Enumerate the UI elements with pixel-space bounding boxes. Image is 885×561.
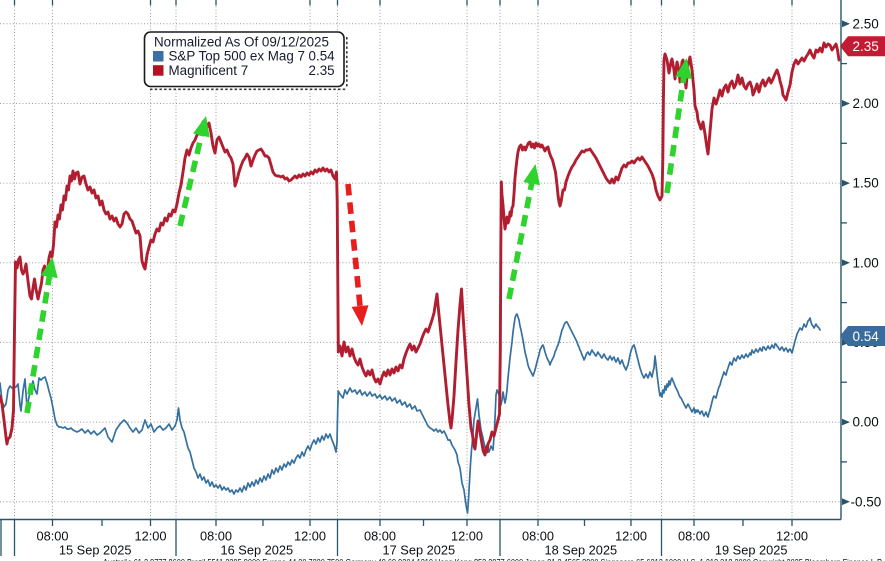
svg-text:19 Sep 2025: 19 Sep 2025 (715, 543, 788, 558)
svg-text:16 Sep 2025: 16 Sep 2025 (221, 543, 294, 558)
svg-text:2.35: 2.35 (309, 63, 335, 78)
svg-text:Magnificent 7: Magnificent 7 (169, 63, 249, 78)
svg-text:15 Sep 2025: 15 Sep 2025 (59, 543, 132, 558)
svg-text:0.54: 0.54 (853, 329, 880, 344)
svg-text:0.00: 0.00 (853, 415, 879, 430)
svg-text:12:00: 12:00 (615, 529, 647, 544)
svg-text:12:00: 12:00 (294, 529, 326, 544)
svg-text:17 Sep 2025: 17 Sep 2025 (383, 543, 456, 558)
svg-text:S&P Top 500 ex Mag 7: S&P Top 500 ex Mag 7 (169, 49, 305, 64)
svg-text:Australia 61 2 9777 8600 Brazi: Australia 61 2 9777 8600 Brazil 5511 239… (103, 558, 883, 561)
svg-text:-0.50: -0.50 (851, 494, 882, 509)
svg-text:2.00: 2.00 (853, 96, 879, 111)
svg-text:08:00: 08:00 (200, 529, 232, 544)
svg-text:08:00: 08:00 (364, 529, 396, 544)
svg-text:1.50: 1.50 (853, 176, 879, 191)
svg-text:18 Sep 2025: 18 Sep 2025 (545, 543, 618, 558)
svg-text:08:00: 08:00 (36, 529, 68, 544)
svg-text:2.50: 2.50 (853, 16, 879, 31)
svg-text:08:00: 08:00 (522, 529, 554, 544)
svg-text:12:00: 12:00 (451, 529, 483, 544)
svg-text:12:00: 12:00 (776, 529, 808, 544)
svg-text:12:00: 12:00 (134, 529, 166, 544)
svg-text:0.54: 0.54 (309, 49, 336, 64)
svg-text:Normalized As Of 09/12/2025: Normalized As Of 09/12/2025 (154, 34, 329, 49)
svg-text:08:00: 08:00 (678, 529, 710, 544)
svg-text:2.35: 2.35 (853, 39, 879, 54)
svg-text:1.00: 1.00 (853, 255, 879, 270)
